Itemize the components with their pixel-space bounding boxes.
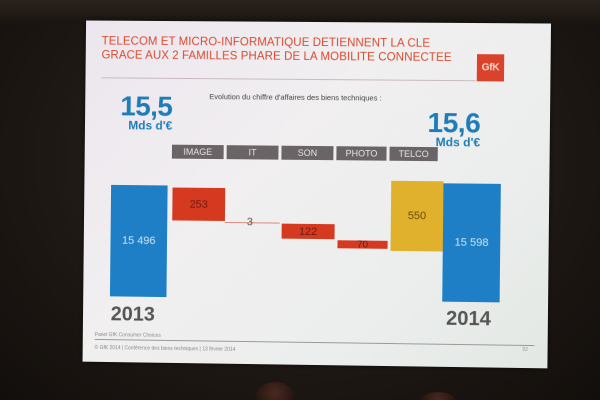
category-label-it: IT [226, 145, 279, 160]
category-label-photo: PHOTO [336, 146, 387, 161]
category-label-image: IMAGE [171, 144, 224, 160]
year-label-2013: 2013 [110, 303, 155, 326]
slide-footer: © GfK 2014 | Conférence des biens techni… [94, 344, 236, 353]
year-label-2014: 2014 [445, 307, 491, 331]
category-label-telco: TELCO [389, 146, 438, 162]
slide-title: TELECOM ET MICRO-INFORMATIQUE DETIENNENT… [101, 35, 471, 66]
audience-head-1 [256, 382, 294, 400]
end-total-annotation: 15,6 Mds d'€ [410, 106, 481, 150]
audience-head-2 [420, 392, 456, 400]
gfk-logo: GfK [476, 54, 505, 82]
end-total-number: 15,6 [427, 106, 481, 139]
room-ceiling [0, 0, 600, 24]
bar-image-decrease: 253 [172, 187, 226, 221]
bar-2013-total: 15 496 [109, 184, 168, 298]
source-note: Panel GfK Consumer Choices [94, 331, 161, 339]
bar-2014-total: 15 598 [442, 183, 501, 303]
bar-photo-decrease: 70 [337, 239, 388, 250]
category-label-son: SON [281, 145, 334, 161]
start-total-unit: Mds d'€ [128, 118, 173, 133]
slide-title-line-2: GRACE AUX 2 FAMILLES PHARE DE LA MOBILIT… [101, 49, 452, 65]
presentation-slide: TELECOM ET MICRO-INFORMATIQUE DETIENNENT… [82, 20, 552, 369]
title-divider [101, 77, 476, 82]
page-number: 92 [522, 346, 528, 354]
chart-title: Evolution du chiffre d'affaires des bien… [209, 92, 382, 103]
start-total-annotation: 15,5 Mds d'€ [97, 90, 173, 133]
bar-telco-increase: 550 [390, 180, 444, 252]
bar-son-decrease: 122 [281, 223, 335, 240]
start-total-number: 15,5 [120, 90, 173, 122]
bar-it-label: 3 [246, 216, 253, 229]
